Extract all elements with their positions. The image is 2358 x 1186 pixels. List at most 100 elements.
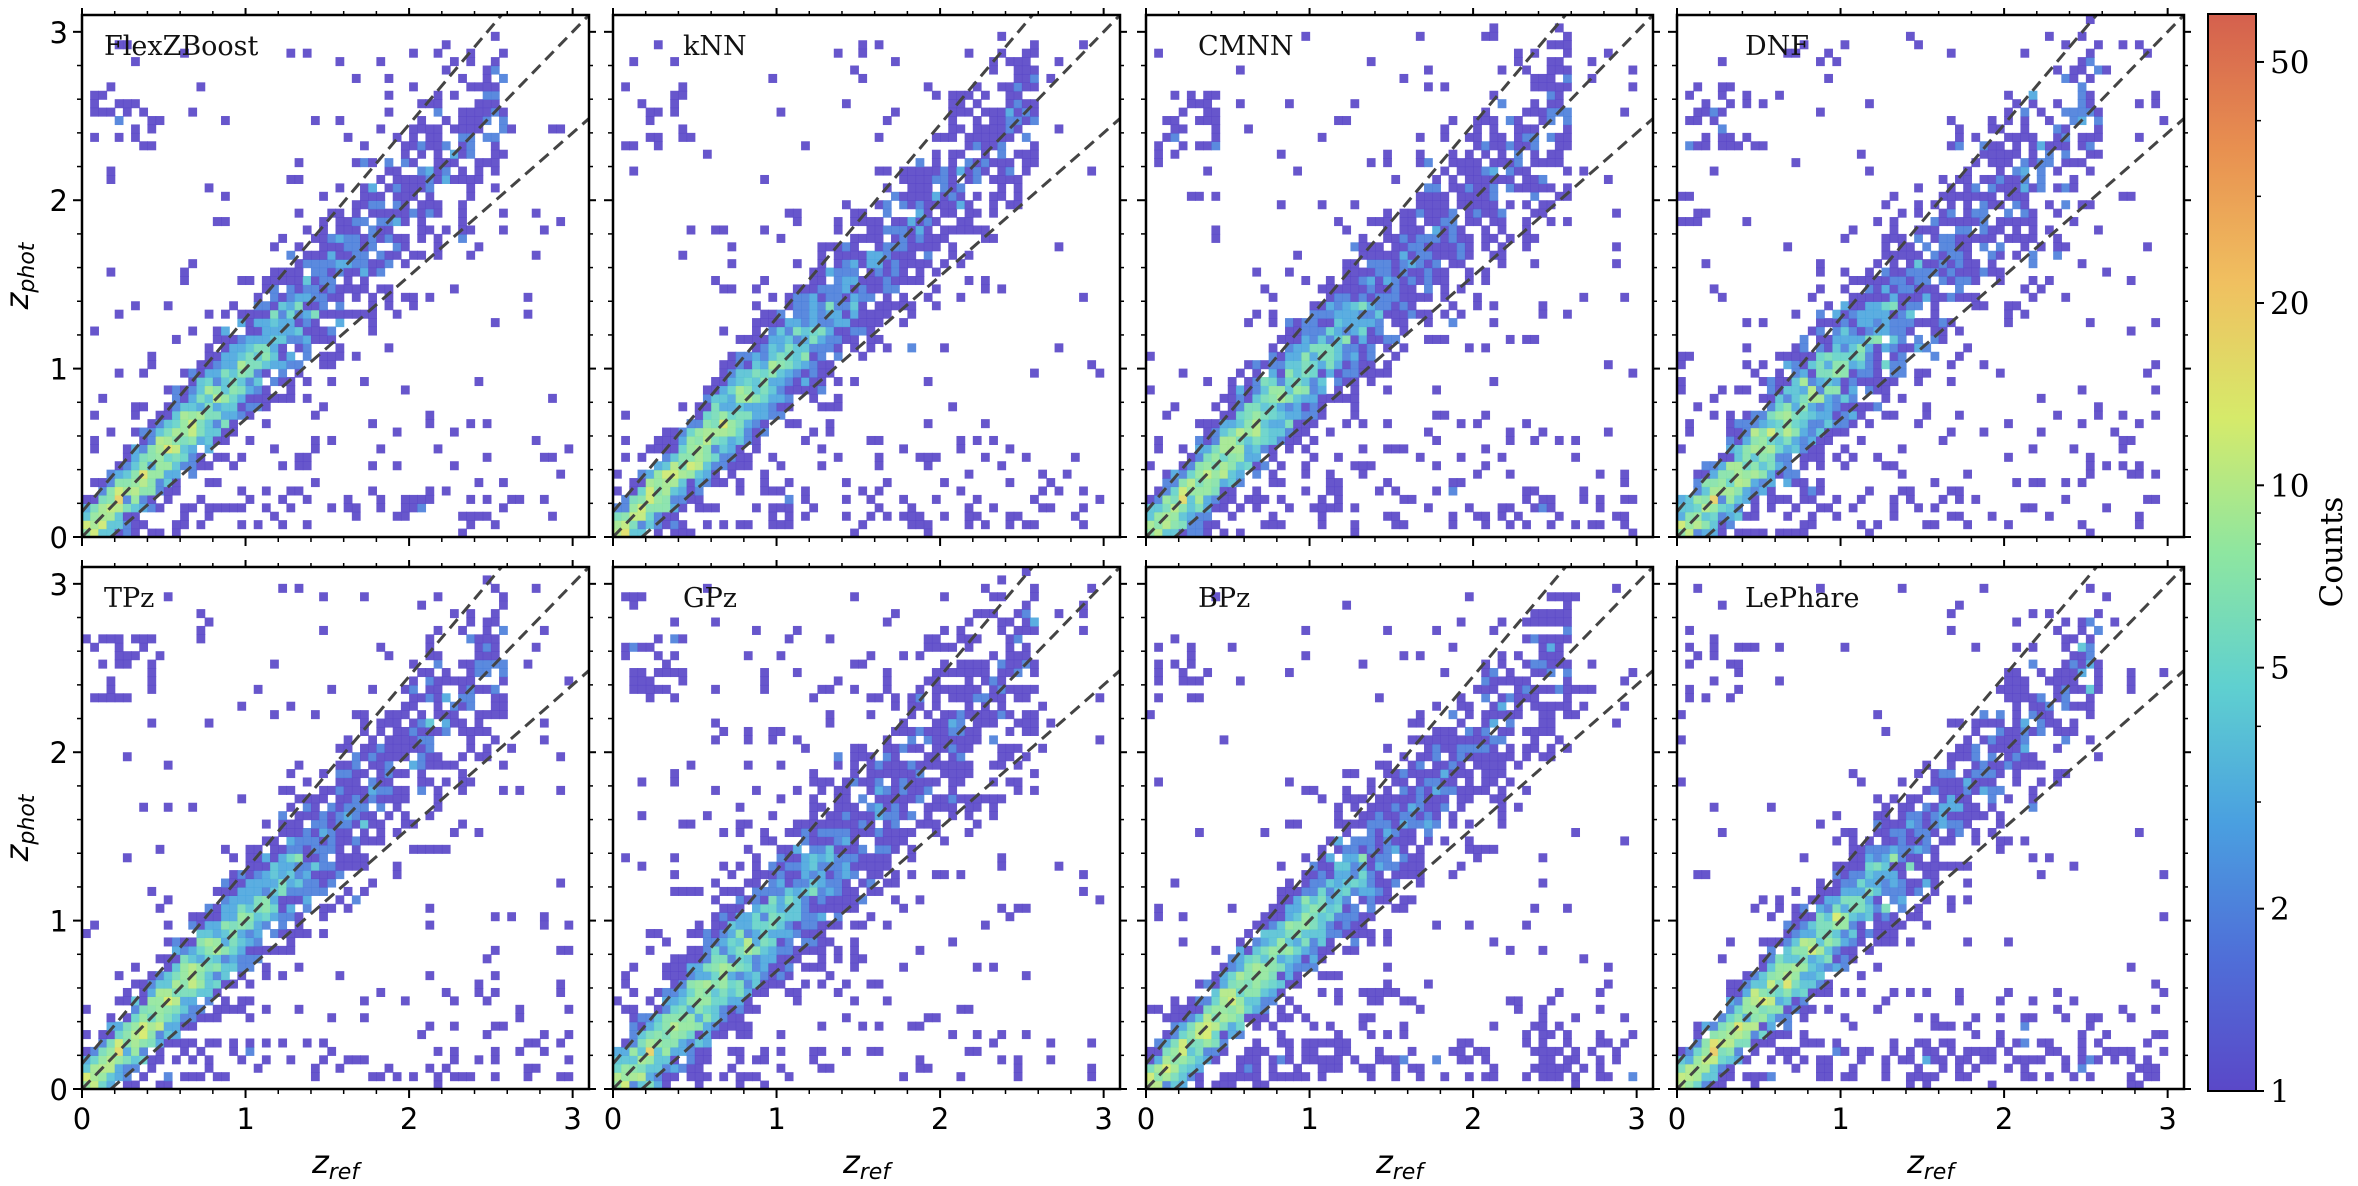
heatmap-cell (253, 861, 263, 871)
heatmap-cell (1775, 393, 1784, 403)
heatmap-cell (1301, 276, 1311, 286)
heatmap-cell (122, 99, 132, 109)
heatmap-cell (122, 528, 132, 537)
heatmap-cell (678, 1030, 688, 1040)
heatmap-cell (1758, 318, 1768, 328)
heatmap-cell (1448, 520, 1458, 530)
heatmap-cell (196, 634, 206, 644)
y-tick-label: 1 (50, 905, 68, 939)
heatmap-cell (1407, 217, 1417, 227)
heatmap-cell (776, 318, 786, 328)
heatmap-cell (752, 301, 761, 311)
heatmap-cell (899, 318, 908, 328)
heatmap-cell (474, 659, 484, 669)
heatmap-cell (882, 343, 892, 353)
heatmap-cell (221, 360, 230, 370)
heatmap-cell (711, 410, 720, 420)
heatmap-cell (343, 828, 353, 838)
heatmap-cell (923, 225, 933, 235)
heatmap-cell (433, 676, 443, 686)
heatmap-cell (1325, 343, 1335, 353)
heatmap-cell (1334, 393, 1343, 403)
heatmap-cell (727, 360, 737, 370)
heatmap-cell (972, 116, 982, 126)
heatmap-cell (1195, 503, 1204, 513)
heatmap-cell (1816, 385, 1825, 395)
heatmap-cell (1914, 233, 1923, 243)
heatmap-cell (637, 478, 647, 488)
heatmap-cell (653, 1080, 663, 1089)
heatmap-cell (376, 233, 386, 243)
heatmap-cell (1881, 267, 1891, 277)
heatmap-cell (776, 1030, 786, 1040)
heatmap-cell (801, 377, 810, 387)
heatmap-cell (310, 828, 320, 838)
heatmap-cell (1227, 452, 1237, 462)
heatmap-cell (915, 174, 925, 184)
heatmap-cell (409, 174, 418, 184)
heatmap-cell (1856, 520, 1866, 530)
heatmap-cell (1807, 511, 1817, 521)
heatmap-cell (678, 987, 688, 997)
heatmap-cell (1440, 191, 1450, 201)
heatmap-cell (286, 701, 296, 711)
heatmap-cell (784, 520, 794, 530)
heatmap-cell (1856, 292, 1866, 302)
heatmap-cell (1946, 360, 1956, 370)
heatmap-cell (384, 785, 394, 795)
heatmap-cell (327, 326, 337, 336)
heatmap-cell (711, 996, 720, 1006)
heatmap-cell (1407, 301, 1417, 311)
heatmap-cell (915, 191, 925, 201)
heatmap-cell (425, 183, 435, 193)
heatmap-cell (163, 920, 173, 930)
heatmap-cell (474, 478, 484, 488)
heatmap-cell (1522, 124, 1531, 134)
heatmap-cell (458, 107, 467, 117)
heatmap-cell (1807, 435, 1817, 445)
heatmap-cell (482, 617, 492, 627)
heatmap-cell (139, 461, 149, 471)
heatmap-cell (956, 183, 966, 193)
heatmap-cell (1766, 461, 1776, 471)
heatmap-cell (1955, 233, 1964, 243)
heatmap-cell (376, 200, 386, 210)
heatmap-cell (1513, 158, 1523, 168)
heatmap-cell (702, 427, 712, 437)
heatmap-cell (621, 82, 630, 92)
heatmap-cell (809, 393, 819, 403)
heatmap-cell (122, 987, 132, 997)
heatmap-cell (90, 410, 99, 420)
heatmap-cell (90, 478, 99, 488)
heatmap-cell (1563, 48, 1572, 58)
heatmap-cell (858, 301, 868, 311)
heatmap-cell (400, 794, 410, 804)
heatmap-cell (743, 377, 753, 387)
heatmap-cell (319, 402, 328, 412)
heatmap-cell (1235, 410, 1245, 420)
heatmap-cell (229, 351, 238, 361)
heatmap-cell (392, 752, 402, 762)
heatmap-cell (1030, 368, 1039, 378)
heatmap-cell (686, 1021, 696, 1031)
heatmap-cell (1897, 208, 1907, 218)
heatmap-cell (278, 870, 288, 880)
heatmap-cell (694, 979, 704, 989)
heatmap-cell (1013, 1063, 1023, 1073)
heatmap-cell (302, 259, 312, 269)
heatmap-cell (114, 528, 124, 537)
heatmap-cell (360, 710, 369, 720)
heatmap-cell (1030, 99, 1039, 109)
heatmap-cell (727, 410, 737, 420)
heatmap-cell (245, 844, 255, 854)
heatmap-cell (335, 743, 345, 753)
heatmap-cell (956, 200, 966, 210)
heatmap-cell (155, 1080, 165, 1089)
heatmap-cell (425, 760, 435, 770)
heatmap-cell (196, 360, 206, 370)
heatmap-cell (653, 528, 663, 537)
heatmap-cell (776, 343, 786, 353)
heatmap-cell (147, 676, 157, 686)
heatmap-cell (645, 1072, 655, 1082)
heatmap-cell (1726, 503, 1735, 513)
